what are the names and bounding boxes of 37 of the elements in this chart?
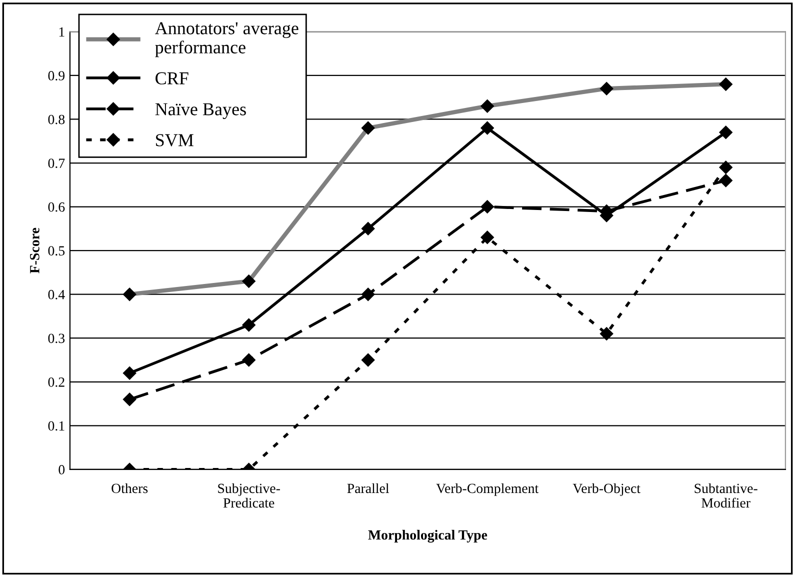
- point: [361, 222, 375, 236]
- y-tick-label: 0.1: [48, 421, 64, 431]
- point: [122, 392, 136, 406]
- x-tick-label: Parallel: [347, 483, 390, 494]
- x-tick-label: Verb-Complement: [436, 483, 539, 496]
- y-axis-title: F-Score: [30, 228, 40, 274]
- point: [361, 288, 375, 301]
- x-tick-label: Others: [112, 483, 148, 494]
- point: [242, 318, 256, 332]
- y-tick-label: 0.4: [48, 290, 65, 300]
- y-tick-label: 0.6: [48, 202, 65, 212]
- y-tick-label: 0.9: [48, 71, 65, 80]
- x-tick-label: Verb-Object: [572, 483, 640, 496]
- point: [600, 327, 614, 340]
- x-axis-title: Morphological Type: [368, 530, 488, 543]
- point: [361, 353, 375, 367]
- legend-label: SVM: [156, 134, 194, 146]
- point: [719, 126, 732, 139]
- point: [719, 174, 732, 188]
- legend-label: Annotators' average performance: [155, 22, 298, 58]
- point: [480, 200, 494, 214]
- y-tick-label: 0.3: [48, 334, 65, 344]
- y-tick-label: 0.8: [48, 114, 65, 124]
- y-tick-label: 0: [58, 465, 65, 474]
- legend-label: Naïve Bayes: [155, 103, 246, 120]
- point: [122, 366, 136, 380]
- legend-label: CRF: [156, 72, 188, 84]
- y-tick-label: 0.5: [48, 246, 65, 256]
- y-tick-label: 0.7: [48, 158, 65, 168]
- y-tick-label: 0.2: [48, 377, 64, 387]
- point: [480, 230, 494, 244]
- point: [242, 353, 256, 367]
- x-tick-label: Subtantive- Modifier: [694, 483, 758, 508]
- point: [480, 121, 494, 135]
- y-tick-label: 1: [59, 27, 64, 36]
- x-tick-label: Subjective- Predicate: [218, 483, 280, 508]
- point: [719, 160, 732, 174]
